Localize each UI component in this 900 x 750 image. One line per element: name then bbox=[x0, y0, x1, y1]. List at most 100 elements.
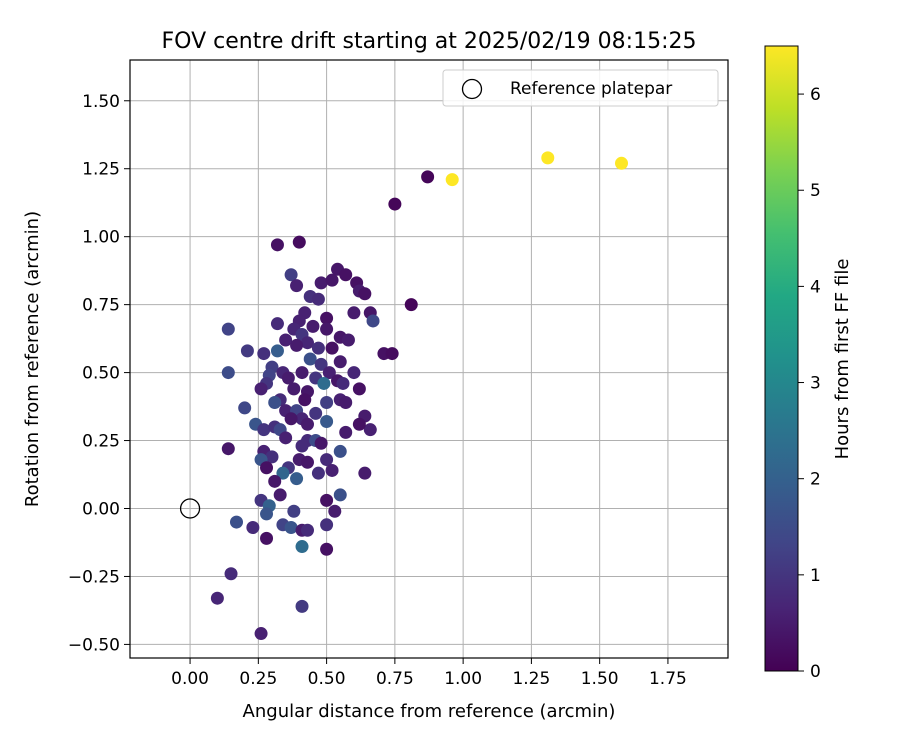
data-point bbox=[325, 341, 339, 355]
data-point bbox=[292, 235, 306, 249]
data-point bbox=[339, 395, 353, 409]
chart-title: FOV centre drift starting at 2025/02/19 … bbox=[162, 29, 697, 54]
data-point bbox=[320, 322, 334, 336]
data-point bbox=[268, 395, 282, 409]
data-point bbox=[281, 371, 295, 385]
x-tick-label: 0.75 bbox=[376, 669, 414, 689]
data-point bbox=[320, 395, 334, 409]
data-point bbox=[279, 333, 293, 347]
legend-box bbox=[442, 69, 719, 107]
colorbar-tick-label: 4 bbox=[810, 277, 821, 297]
data-point bbox=[240, 344, 254, 358]
data-point bbox=[320, 493, 334, 507]
x-tick-label: 0.25 bbox=[239, 669, 277, 689]
data-point bbox=[421, 170, 435, 184]
data-point bbox=[254, 382, 268, 396]
colorbar-tick-label: 6 bbox=[810, 85, 821, 105]
data-point bbox=[300, 455, 314, 469]
x-axis-label: Angular distance from reference (arcmin) bbox=[243, 701, 616, 722]
reference-marker-layer bbox=[179, 498, 201, 519]
data-point bbox=[229, 515, 243, 529]
colorbar-tick-label: 0 bbox=[810, 662, 821, 682]
colorbar-gradient bbox=[764, 45, 799, 672]
data-point bbox=[276, 466, 290, 480]
y-tick-label: 0.75 bbox=[82, 296, 120, 316]
y-tick-label: 0.50 bbox=[82, 364, 120, 384]
data-point bbox=[284, 412, 298, 426]
data-point bbox=[320, 415, 334, 429]
y-tick-label: −0.25 bbox=[68, 567, 120, 587]
y-tick-label: 0.00 bbox=[82, 500, 120, 520]
data-point bbox=[268, 474, 282, 488]
data-point bbox=[287, 382, 301, 396]
data-point bbox=[298, 393, 312, 407]
x-tick-label: 1.25 bbox=[512, 669, 550, 689]
colorbar: 0 1 2 3 4 5 6 Hours from first FF file bbox=[764, 45, 853, 682]
data-point bbox=[265, 450, 279, 464]
reference-point-marker bbox=[179, 498, 201, 519]
data-point bbox=[339, 425, 353, 439]
data-point bbox=[306, 319, 320, 333]
data-point bbox=[260, 461, 274, 475]
data-point bbox=[311, 466, 325, 480]
data-point bbox=[311, 292, 325, 306]
data-point bbox=[295, 540, 309, 554]
data-point bbox=[300, 417, 314, 431]
colorbar-label: Hours from first FF file bbox=[832, 259, 853, 460]
x-tick-label: 1.75 bbox=[649, 669, 687, 689]
data-point bbox=[352, 417, 366, 431]
data-point bbox=[347, 306, 361, 320]
data-point bbox=[322, 366, 336, 380]
data-point bbox=[270, 344, 284, 358]
data-point bbox=[325, 463, 339, 477]
data-point bbox=[221, 322, 235, 336]
y-tick-label: 1.50 bbox=[82, 92, 120, 112]
data-point bbox=[388, 197, 402, 211]
data-point bbox=[284, 268, 298, 282]
data-point bbox=[279, 431, 293, 445]
data-point bbox=[295, 599, 309, 613]
scatter-points bbox=[210, 151, 629, 641]
data-point bbox=[303, 352, 317, 366]
y-axis-label: Rotation from reference (arcmin) bbox=[22, 211, 43, 507]
data-point bbox=[336, 376, 350, 390]
data-point bbox=[290, 472, 304, 486]
grid-lines bbox=[130, 60, 728, 658]
data-point bbox=[615, 156, 629, 170]
data-point bbox=[224, 567, 238, 581]
colorbar-tick-label: 2 bbox=[810, 470, 821, 490]
data-point bbox=[287, 504, 301, 518]
data-point bbox=[541, 151, 555, 165]
colorbar-tick-label: 5 bbox=[810, 181, 821, 201]
data-point bbox=[358, 466, 372, 480]
data-point bbox=[363, 423, 377, 437]
x-tick-label: 1.50 bbox=[581, 669, 619, 689]
data-point bbox=[300, 523, 314, 537]
data-point bbox=[257, 423, 271, 437]
data-point bbox=[317, 376, 331, 390]
data-point bbox=[320, 311, 334, 325]
y-tick-label: 1.25 bbox=[82, 160, 120, 180]
x-axis-ticks: 0.00 0.25 0.50 0.75 1.00 1.25 1.50 1.75 bbox=[171, 658, 687, 689]
data-point bbox=[320, 542, 334, 556]
data-point bbox=[347, 366, 361, 380]
data-point bbox=[333, 444, 347, 458]
x-tick-label: 1.00 bbox=[444, 669, 482, 689]
data-point bbox=[300, 336, 314, 350]
data-point bbox=[257, 347, 271, 361]
data-point bbox=[314, 276, 328, 290]
data-point bbox=[270, 317, 284, 331]
x-tick-label: 0.00 bbox=[171, 669, 209, 689]
data-point bbox=[254, 627, 268, 641]
data-point bbox=[290, 338, 304, 352]
data-point bbox=[210, 591, 224, 605]
data-point bbox=[295, 366, 309, 380]
y-tick-label: −0.50 bbox=[68, 635, 120, 655]
data-point bbox=[341, 333, 355, 347]
data-point bbox=[309, 406, 323, 420]
data-point bbox=[290, 279, 304, 293]
data-point bbox=[320, 518, 334, 532]
data-point bbox=[333, 488, 347, 502]
colorbar-tick-label: 1 bbox=[810, 566, 821, 586]
